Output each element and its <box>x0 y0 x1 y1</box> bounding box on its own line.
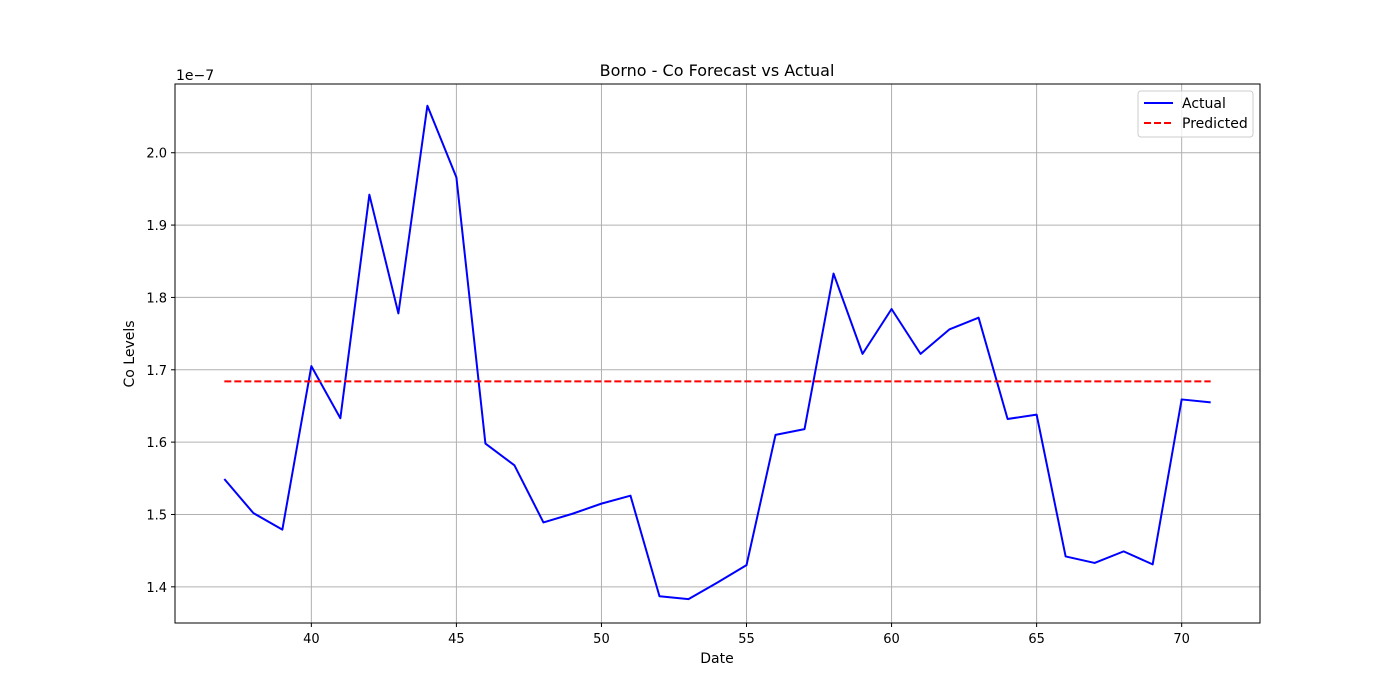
series-layer <box>223 104 1211 601</box>
x-tick-label: 70 <box>1173 632 1190 647</box>
x-tick-label: 60 <box>883 632 900 647</box>
series-line-actual <box>223 104 1211 601</box>
grid <box>175 84 1260 623</box>
x-tick-label: 55 <box>738 632 755 647</box>
y-tick-label: 1.4 <box>146 581 167 596</box>
chart-title: Borno - Co Forecast vs Actual <box>600 61 835 80</box>
y-tick-label: 1.7 <box>146 364 167 379</box>
x-tick-label: 45 <box>448 632 465 647</box>
y-axis-offset-label: 1e−7 <box>176 68 214 84</box>
legend-actual-label: Actual <box>1182 96 1226 112</box>
x-tick-label: 50 <box>593 632 610 647</box>
x-axis-ticks: 40 45 50 55 60 65 70 <box>303 623 1190 647</box>
x-tick-label: 65 <box>1028 632 1045 647</box>
y-tick-label: 1.9 <box>146 219 167 234</box>
x-axis-label: Date <box>700 651 733 667</box>
y-axis-ticks: 1.4 1.5 1.6 1.7 1.8 1.9 2.0 <box>146 147 175 596</box>
y-axis-label: Co Levels <box>122 320 138 387</box>
legend-predicted-label: Predicted <box>1182 116 1248 132</box>
y-tick-label: 1.5 <box>146 508 167 523</box>
plot-frame <box>174 83 1261 624</box>
y-tick-label: 1.6 <box>146 436 167 451</box>
y-tick-label: 2.0 <box>146 147 167 162</box>
y-tick-label: 1.8 <box>146 291 167 306</box>
legend: Actual Predicted <box>1137 90 1254 138</box>
x-tick-label: 40 <box>303 632 320 647</box>
